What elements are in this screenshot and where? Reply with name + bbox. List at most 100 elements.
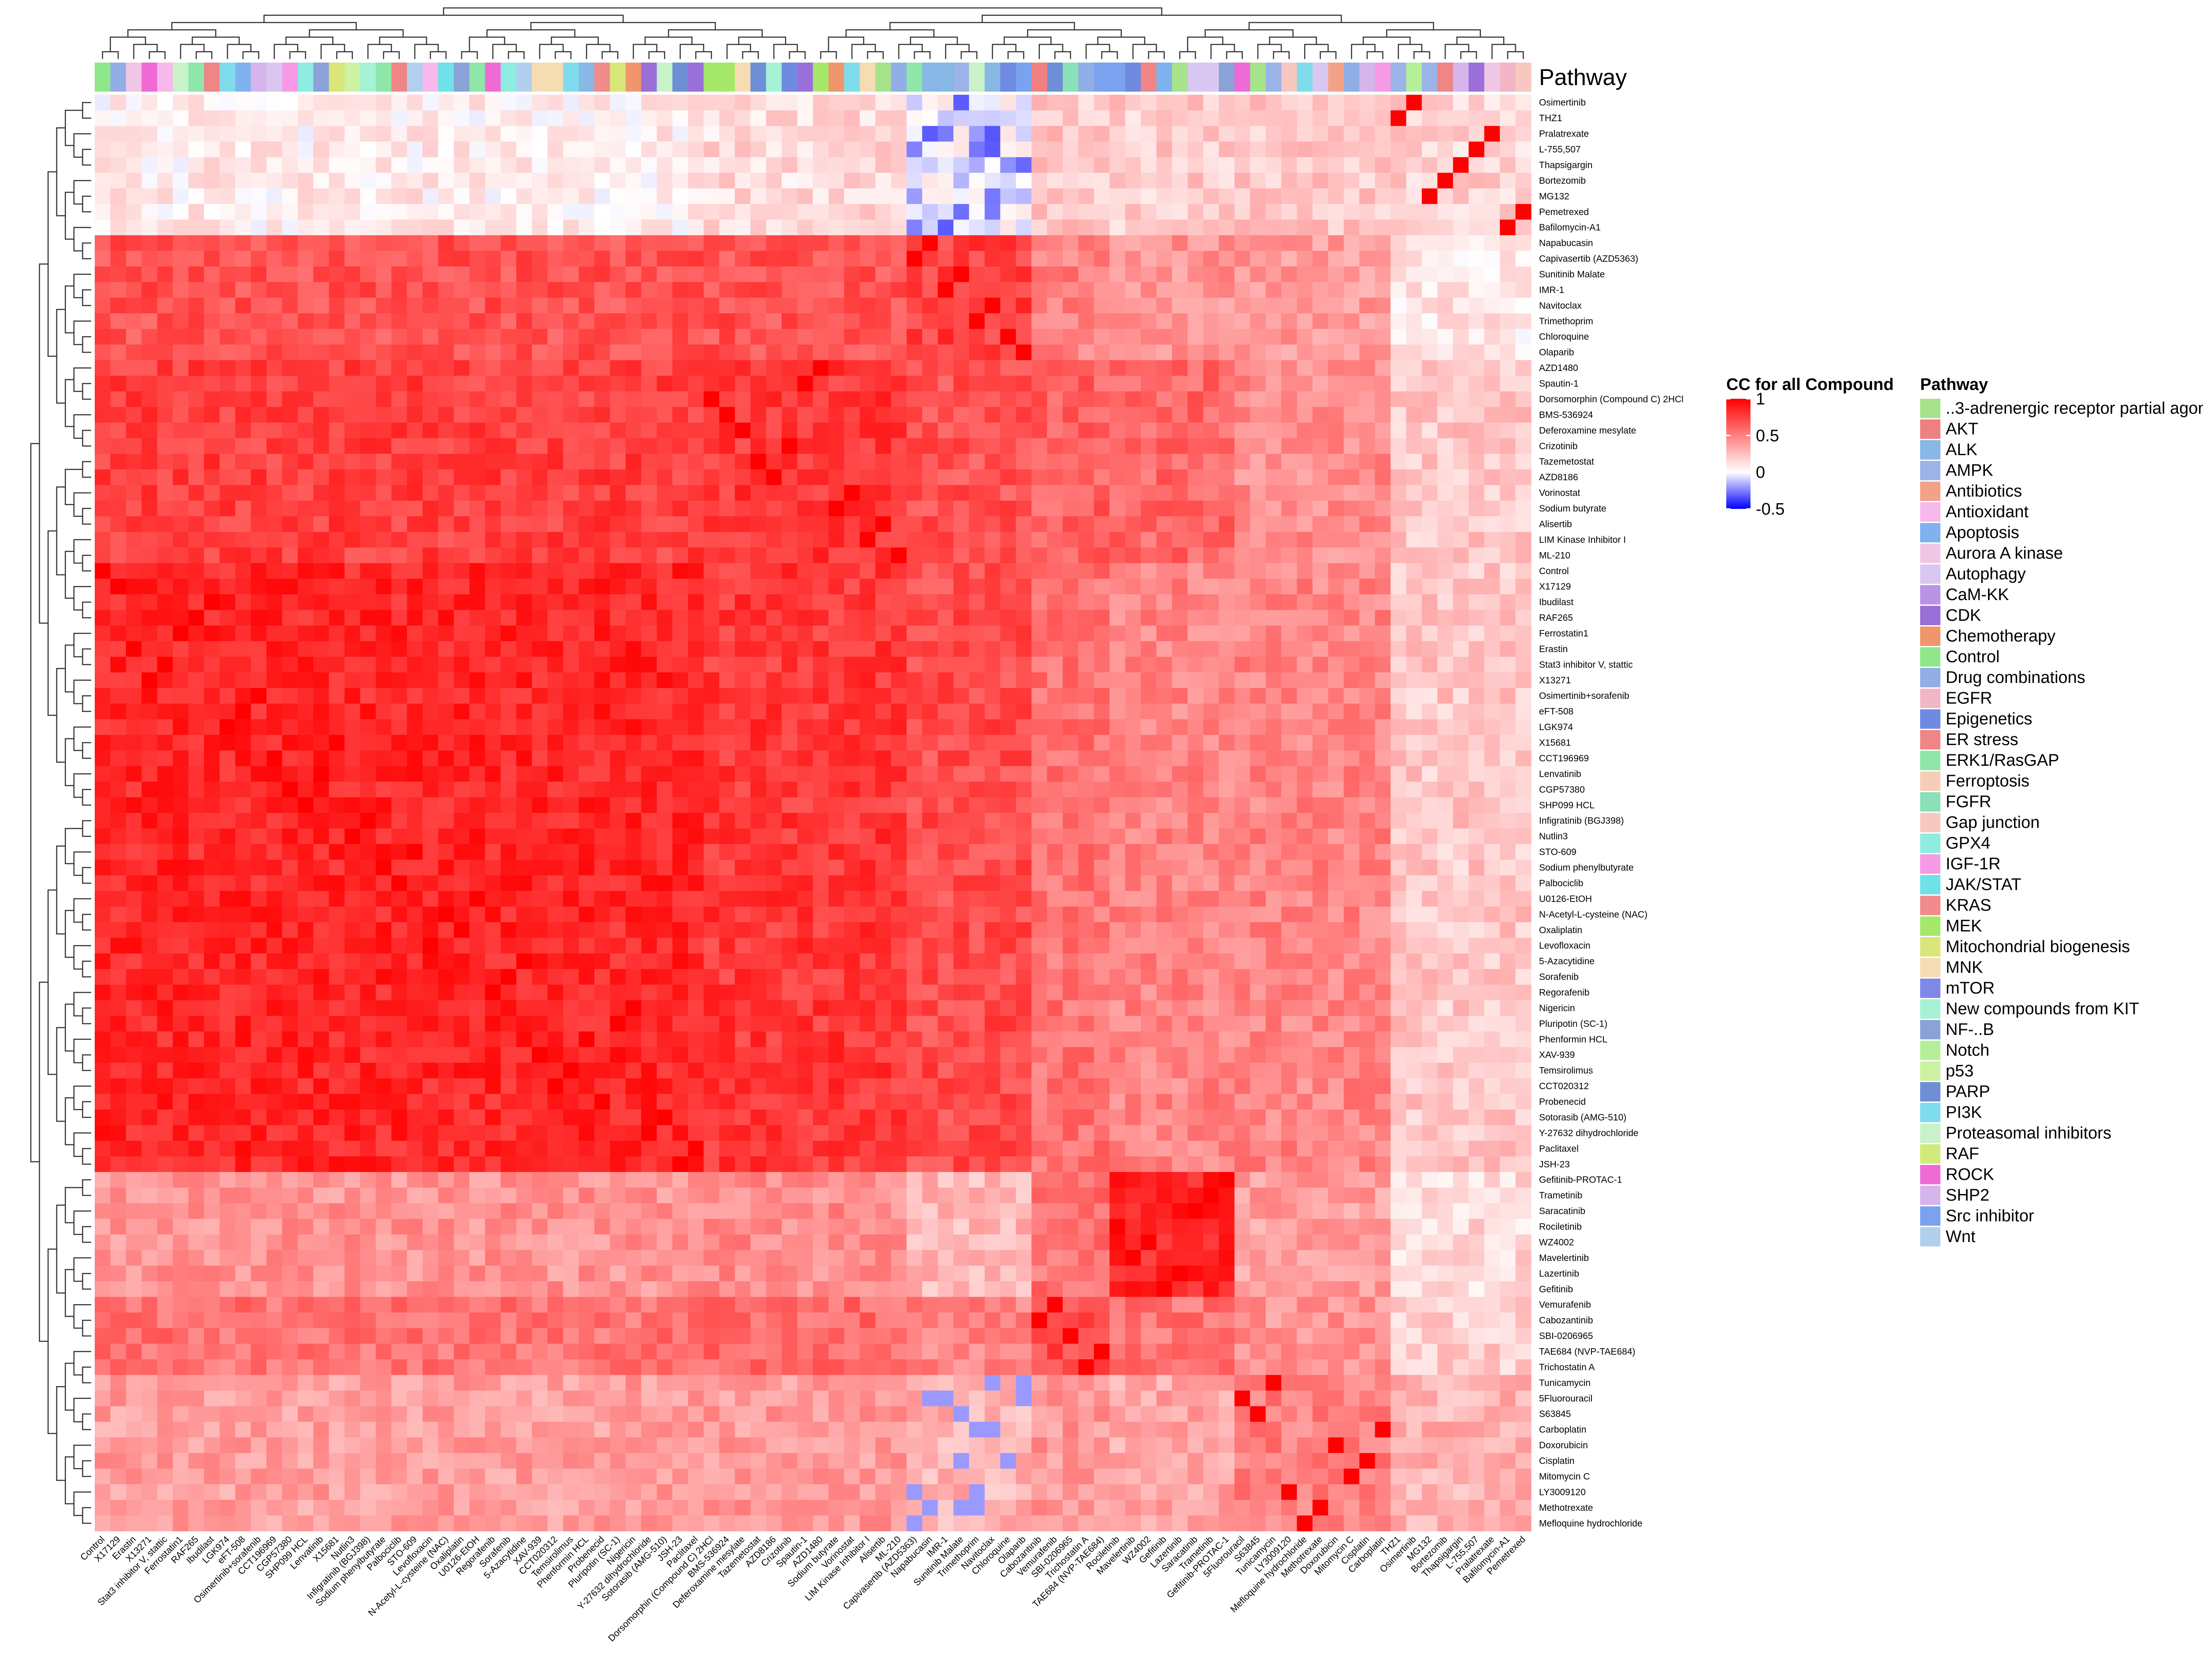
heatmap-cell: [1234, 423, 1250, 439]
heatmap-cell: [719, 860, 735, 876]
heatmap-cell: [188, 454, 204, 470]
heatmap-cell: [1047, 375, 1063, 392]
heatmap-cell: [1203, 173, 1219, 189]
heatmap-cell: [750, 547, 767, 564]
heatmap-cell: [1391, 95, 1407, 111]
heatmap-cell: [1000, 532, 1016, 548]
heatmap-cell: [1062, 828, 1079, 845]
heatmap-cell: [516, 126, 532, 142]
heatmap-cell: [813, 719, 829, 735]
heatmap-cell: [1016, 313, 1032, 330]
heatmap-cell: [1297, 204, 1313, 220]
heatmap-cell: [1328, 360, 1344, 376]
heatmap-cell: [188, 141, 204, 158]
heatmap-cell: [235, 423, 251, 439]
heatmap-cell: [110, 266, 126, 282]
heatmap-cell: [1250, 703, 1266, 719]
heatmap-cell: [1297, 797, 1313, 813]
heatmap-cell: [329, 251, 345, 267]
heatmap-cell: [485, 126, 501, 142]
heatmap-cell: [1328, 797, 1344, 813]
heatmap-cell: [423, 297, 439, 314]
heatmap-cell: [766, 157, 782, 173]
heatmap-cell: [423, 563, 439, 579]
heatmap-cell: [454, 719, 470, 735]
heatmap-cell: [1109, 157, 1126, 173]
heatmap-cell: [235, 750, 251, 767]
heatmap-cell: [1078, 297, 1094, 314]
heatmap-cell: [501, 423, 517, 439]
heatmap-cell: [906, 235, 923, 251]
heatmap-cell: [344, 469, 360, 486]
heatmap-cell: [391, 204, 408, 220]
heatmap-cell: [938, 141, 954, 158]
heatmap-cell: [1078, 672, 1094, 689]
heatmap-cell: [1000, 344, 1016, 360]
heatmap-cell: [938, 844, 954, 860]
heatmap-cell: [1421, 563, 1438, 579]
heatmap-cell: [501, 469, 517, 486]
heatmap-cell: [1359, 266, 1376, 282]
heatmap-cell: [1016, 860, 1032, 876]
heatmap-cell: [734, 625, 751, 642]
heatmap-cell: [1312, 157, 1328, 173]
heatmap-cell: [1234, 375, 1250, 392]
heatmap-cell: [1094, 95, 1110, 111]
heatmap-cell: [329, 688, 345, 704]
heatmap-cell: [579, 188, 595, 204]
heatmap-cell: [438, 110, 454, 126]
heatmap-cell: [1250, 594, 1266, 610]
heatmap-cell: [297, 594, 314, 610]
heatmap-cell: [1391, 579, 1407, 595]
heatmap-cell: [157, 423, 173, 439]
heatmap-cell: [547, 485, 564, 501]
heatmap-cell: [141, 828, 158, 845]
heatmap-cell: [469, 329, 486, 345]
heatmap-cell: [1078, 329, 1094, 345]
heatmap-cell: [1515, 782, 1532, 798]
heatmap-cell: [173, 625, 189, 642]
heatmap-cell: [1453, 329, 1469, 345]
heatmap-cell: [141, 563, 158, 579]
heatmap-cell: [1172, 485, 1188, 501]
heatmap-cell: [1484, 313, 1500, 330]
heatmap-cell: [579, 766, 595, 782]
heatmap-cell: [110, 485, 126, 501]
heatmap-cell: [750, 95, 767, 111]
heatmap-cell: [610, 501, 626, 517]
heatmap-cell: [906, 516, 923, 532]
heatmap-cell: [329, 501, 345, 517]
heatmap-cell: [1234, 594, 1250, 610]
heatmap-cell: [953, 375, 969, 392]
heatmap-cell: [313, 625, 330, 642]
heatmap-cell: [438, 719, 454, 735]
heatmap-cell: [1000, 766, 1016, 782]
heatmap-cell: [969, 719, 985, 735]
heatmap-cell: [454, 454, 470, 470]
heatmap-cell: [656, 547, 673, 564]
heatmap-cell: [922, 610, 938, 626]
heatmap-cell: [1234, 750, 1250, 767]
heatmap-cell: [1453, 485, 1469, 501]
heatmap-cell: [625, 173, 642, 189]
heatmap-cell: [95, 485, 111, 501]
heatmap-cell: [828, 126, 845, 142]
pathway-annotation-cell: [579, 63, 595, 92]
heatmap-cell: [1484, 157, 1500, 173]
heatmap-cell: [157, 547, 173, 564]
heatmap-cell: [641, 547, 657, 564]
heatmap-cell: [1062, 579, 1079, 595]
pathway-annotation-cell: [1125, 63, 1141, 92]
heatmap-cell: [1250, 469, 1266, 486]
heatmap-cell: [875, 313, 891, 330]
heatmap-cell: [1062, 750, 1079, 767]
heatmap-cell: [703, 235, 719, 251]
heatmap-cell: [126, 391, 142, 408]
heatmap-cell: [1343, 173, 1360, 189]
heatmap-cell: [953, 219, 969, 236]
heatmap-cell: [1062, 297, 1079, 314]
heatmap-cell: [906, 454, 923, 470]
heatmap-cell: [313, 672, 330, 689]
heatmap-cell: [625, 563, 642, 579]
heatmap-cell: [1312, 563, 1328, 579]
